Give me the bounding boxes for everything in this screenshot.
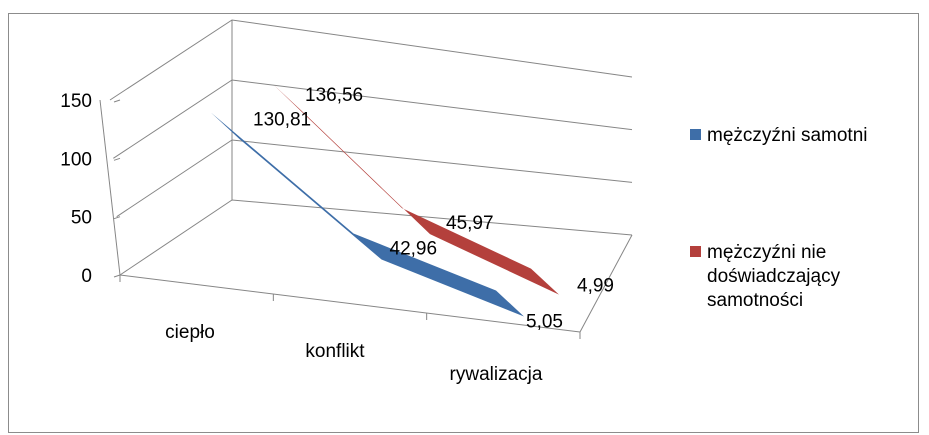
floor-right-edge: [579, 234, 633, 333]
y-tick-label: 150: [60, 91, 92, 112]
legend-label-series-1: mężczyźni samotni: [707, 125, 868, 146]
x-axis: [119, 274, 581, 333]
series-2-data-label: 136,56: [305, 85, 363, 106]
x-category-label: ciepło: [165, 322, 215, 343]
y-tick-mark: [113, 216, 121, 220]
y-tick-mark: [113, 99, 121, 103]
legend-item-series-2: mężczyźni nie doświadczający samotności: [690, 241, 917, 313]
floor-back-edge: [119, 199, 633, 276]
y-tick-mark: [113, 157, 121, 161]
legend-label-series-2: mężczyźni nie doświadczający samotności: [707, 242, 841, 311]
gridline: [116, 139, 633, 218]
series-2-data-label: 4,99: [577, 276, 614, 297]
legend-swatch-series-2: [690, 246, 701, 257]
series-ribbon-1: [211, 112, 524, 317]
legend-item-series-1: mężczyźni samotni: [690, 124, 917, 148]
series-2-data-label: 45,97: [446, 213, 494, 234]
series-1-data-label: 42,96: [390, 239, 438, 260]
left-wall-edge: [99, 99, 121, 276]
series-ribbon-2: [273, 84, 559, 295]
y-tick-label: 50: [71, 208, 92, 229]
legend-swatch-series-1: [690, 129, 701, 140]
gridline: [113, 79, 633, 159]
series-1-data-label: 130,81: [253, 110, 311, 131]
series-1-data-label: 5,05: [526, 312, 563, 333]
x-category-label: konflikt: [305, 341, 365, 362]
y-tick-mark: [113, 274, 121, 278]
gridline: [109, 19, 633, 101]
y-tick-label: 100: [60, 149, 92, 170]
chart-frame: [8, 13, 919, 433]
x-category-label: rywalizacja: [450, 364, 543, 385]
y-tick-label: 0: [81, 266, 92, 287]
